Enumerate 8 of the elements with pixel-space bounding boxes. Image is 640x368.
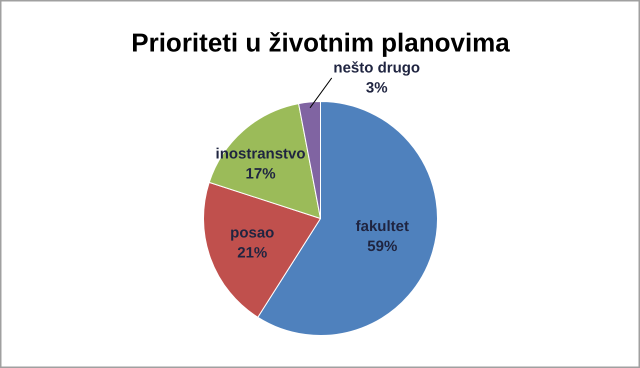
slice-label: posao xyxy=(230,224,274,242)
data-label: 59% xyxy=(367,238,398,255)
slice-label: nešto drugo xyxy=(333,59,420,76)
data-label: 17% xyxy=(246,166,276,183)
slice-label: fakultet xyxy=(356,218,409,235)
data-label: 21% xyxy=(237,244,268,262)
data-label: 3% xyxy=(366,79,388,96)
chart-title: Prioriteti u životnim planovima xyxy=(131,28,510,58)
